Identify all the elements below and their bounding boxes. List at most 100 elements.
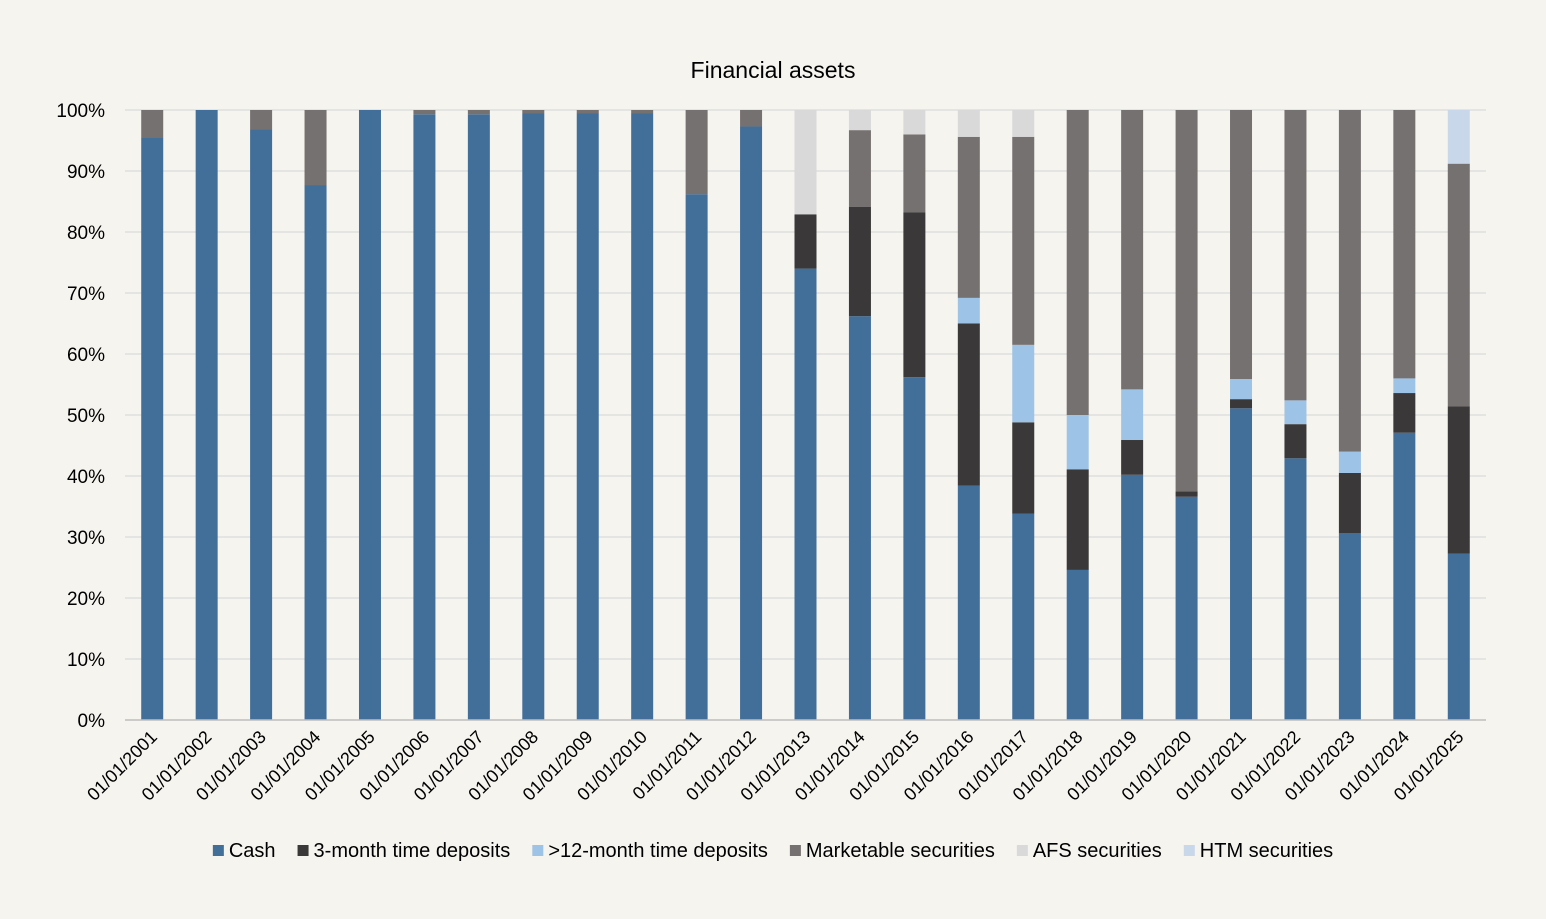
legend-label: 3-month time deposits (314, 840, 511, 862)
bar-segment (413, 110, 436, 115)
bar-segment (1338, 472, 1361, 534)
bar-segment (957, 110, 980, 137)
y-tick-label: 80% (67, 223, 105, 244)
bar-segment (358, 110, 381, 720)
y-axis-tick-labels: 0% 10% 20% 30% 40% 50% 60% 70% 80% 90% 100% (56, 101, 105, 732)
bar-segment (794, 110, 817, 215)
bar-segment (903, 377, 926, 720)
bar-segment (522, 113, 545, 721)
legend-label: HTM securities (1200, 840, 1333, 862)
legend-swatch (789, 845, 801, 856)
y-tick-label: 40% (67, 467, 105, 488)
bar-segment (467, 110, 490, 115)
bar-segment (1393, 110, 1416, 379)
bar-segment (631, 113, 654, 721)
y-tick-label: 10% (67, 650, 105, 671)
bar-segment (195, 110, 218, 720)
bar-segment (848, 110, 871, 131)
bar-segment (957, 136, 980, 298)
bar-segment (1284, 458, 1307, 720)
legend-swatch (1016, 845, 1028, 856)
bar-segment (1175, 491, 1198, 497)
bar-segment (1284, 110, 1307, 401)
bar-segment (1175, 496, 1198, 720)
bar-segment (1066, 469, 1089, 570)
x-axis-tick-labels: 01/01/200101/01/200201/01/200301/01/2004… (83, 727, 1467, 805)
legend-item: Marketable securities (789, 840, 995, 862)
y-tick-label: 100% (56, 101, 105, 122)
legend-label: AFS securities (1033, 840, 1162, 862)
bar-segment (1284, 424, 1307, 459)
bar-segment (1175, 110, 1198, 492)
bars (141, 110, 1470, 721)
bar-segment (903, 212, 926, 378)
bar-segment (1230, 408, 1253, 720)
bar-segment (685, 194, 708, 720)
legend-label: >12-month time deposits (548, 840, 768, 862)
bar-segment (957, 485, 980, 720)
bar-segment (1393, 378, 1416, 394)
bar-segment (1012, 344, 1035, 423)
bar-segment (685, 110, 708, 195)
y-tick-label: 50% (67, 406, 105, 427)
bar-segment (1066, 110, 1089, 415)
bar-segment (304, 110, 327, 186)
bar-segment (522, 110, 545, 114)
bar-segment (304, 185, 327, 720)
legend-label: Cash (229, 840, 276, 862)
legend-swatch (212, 845, 224, 856)
legend-swatch (1183, 845, 1195, 856)
bar-segment (1012, 422, 1035, 514)
bar-segment (1338, 110, 1361, 452)
legend-label: Marketable securities (806, 840, 995, 862)
bar-segment (794, 214, 817, 269)
bar-segment (1393, 432, 1416, 720)
bar-segment (1066, 415, 1089, 470)
bar-segment (957, 297, 980, 324)
legend-item: 3-month time deposits (297, 840, 511, 862)
bar-segment (848, 130, 871, 207)
bar-segment (740, 110, 763, 127)
bar-segment (1012, 136, 1035, 345)
bar-segment (1012, 513, 1035, 720)
bar-segment (141, 110, 164, 138)
bar-segment (1447, 553, 1470, 720)
bar-segment (740, 126, 763, 721)
bar-segment (1230, 379, 1253, 400)
legend-item: >12-month time deposits (532, 840, 768, 862)
bar-segment (1447, 163, 1470, 407)
bar-segment (1012, 110, 1035, 137)
bar-segment (1230, 399, 1253, 409)
bar-segment (1447, 406, 1470, 554)
bar-segment (1447, 110, 1470, 164)
bar-segment (576, 110, 599, 114)
bar-segment (848, 316, 871, 720)
bar-segment (794, 268, 817, 720)
bar-segment (848, 206, 871, 317)
legend-swatch (297, 845, 309, 856)
bar-segment (1066, 569, 1089, 720)
bar-segment (1121, 440, 1144, 475)
legend-item: AFS securities (1016, 840, 1162, 862)
legend-swatch (532, 845, 544, 856)
y-tick-label: 60% (67, 345, 105, 366)
bar-segment (413, 114, 436, 720)
y-tick-label: 0% (78, 711, 106, 732)
bar-segment (1121, 110, 1144, 390)
y-tick-label: 30% (67, 528, 105, 549)
bar-segment (1338, 533, 1361, 720)
bar-segment (1284, 400, 1307, 425)
bar-segment (250, 110, 273, 130)
chart-title: Financial assets (691, 57, 856, 83)
bar-segment (1121, 474, 1144, 720)
bar-segment (903, 110, 926, 135)
bar-segment (1121, 389, 1144, 441)
bar-segment (141, 137, 164, 720)
legend-item: HTM securities (1183, 840, 1333, 862)
bar-segment (1338, 451, 1361, 473)
bar-segment (467, 114, 490, 720)
legend-item: Cash (212, 840, 276, 862)
bar-segment (903, 134, 926, 213)
